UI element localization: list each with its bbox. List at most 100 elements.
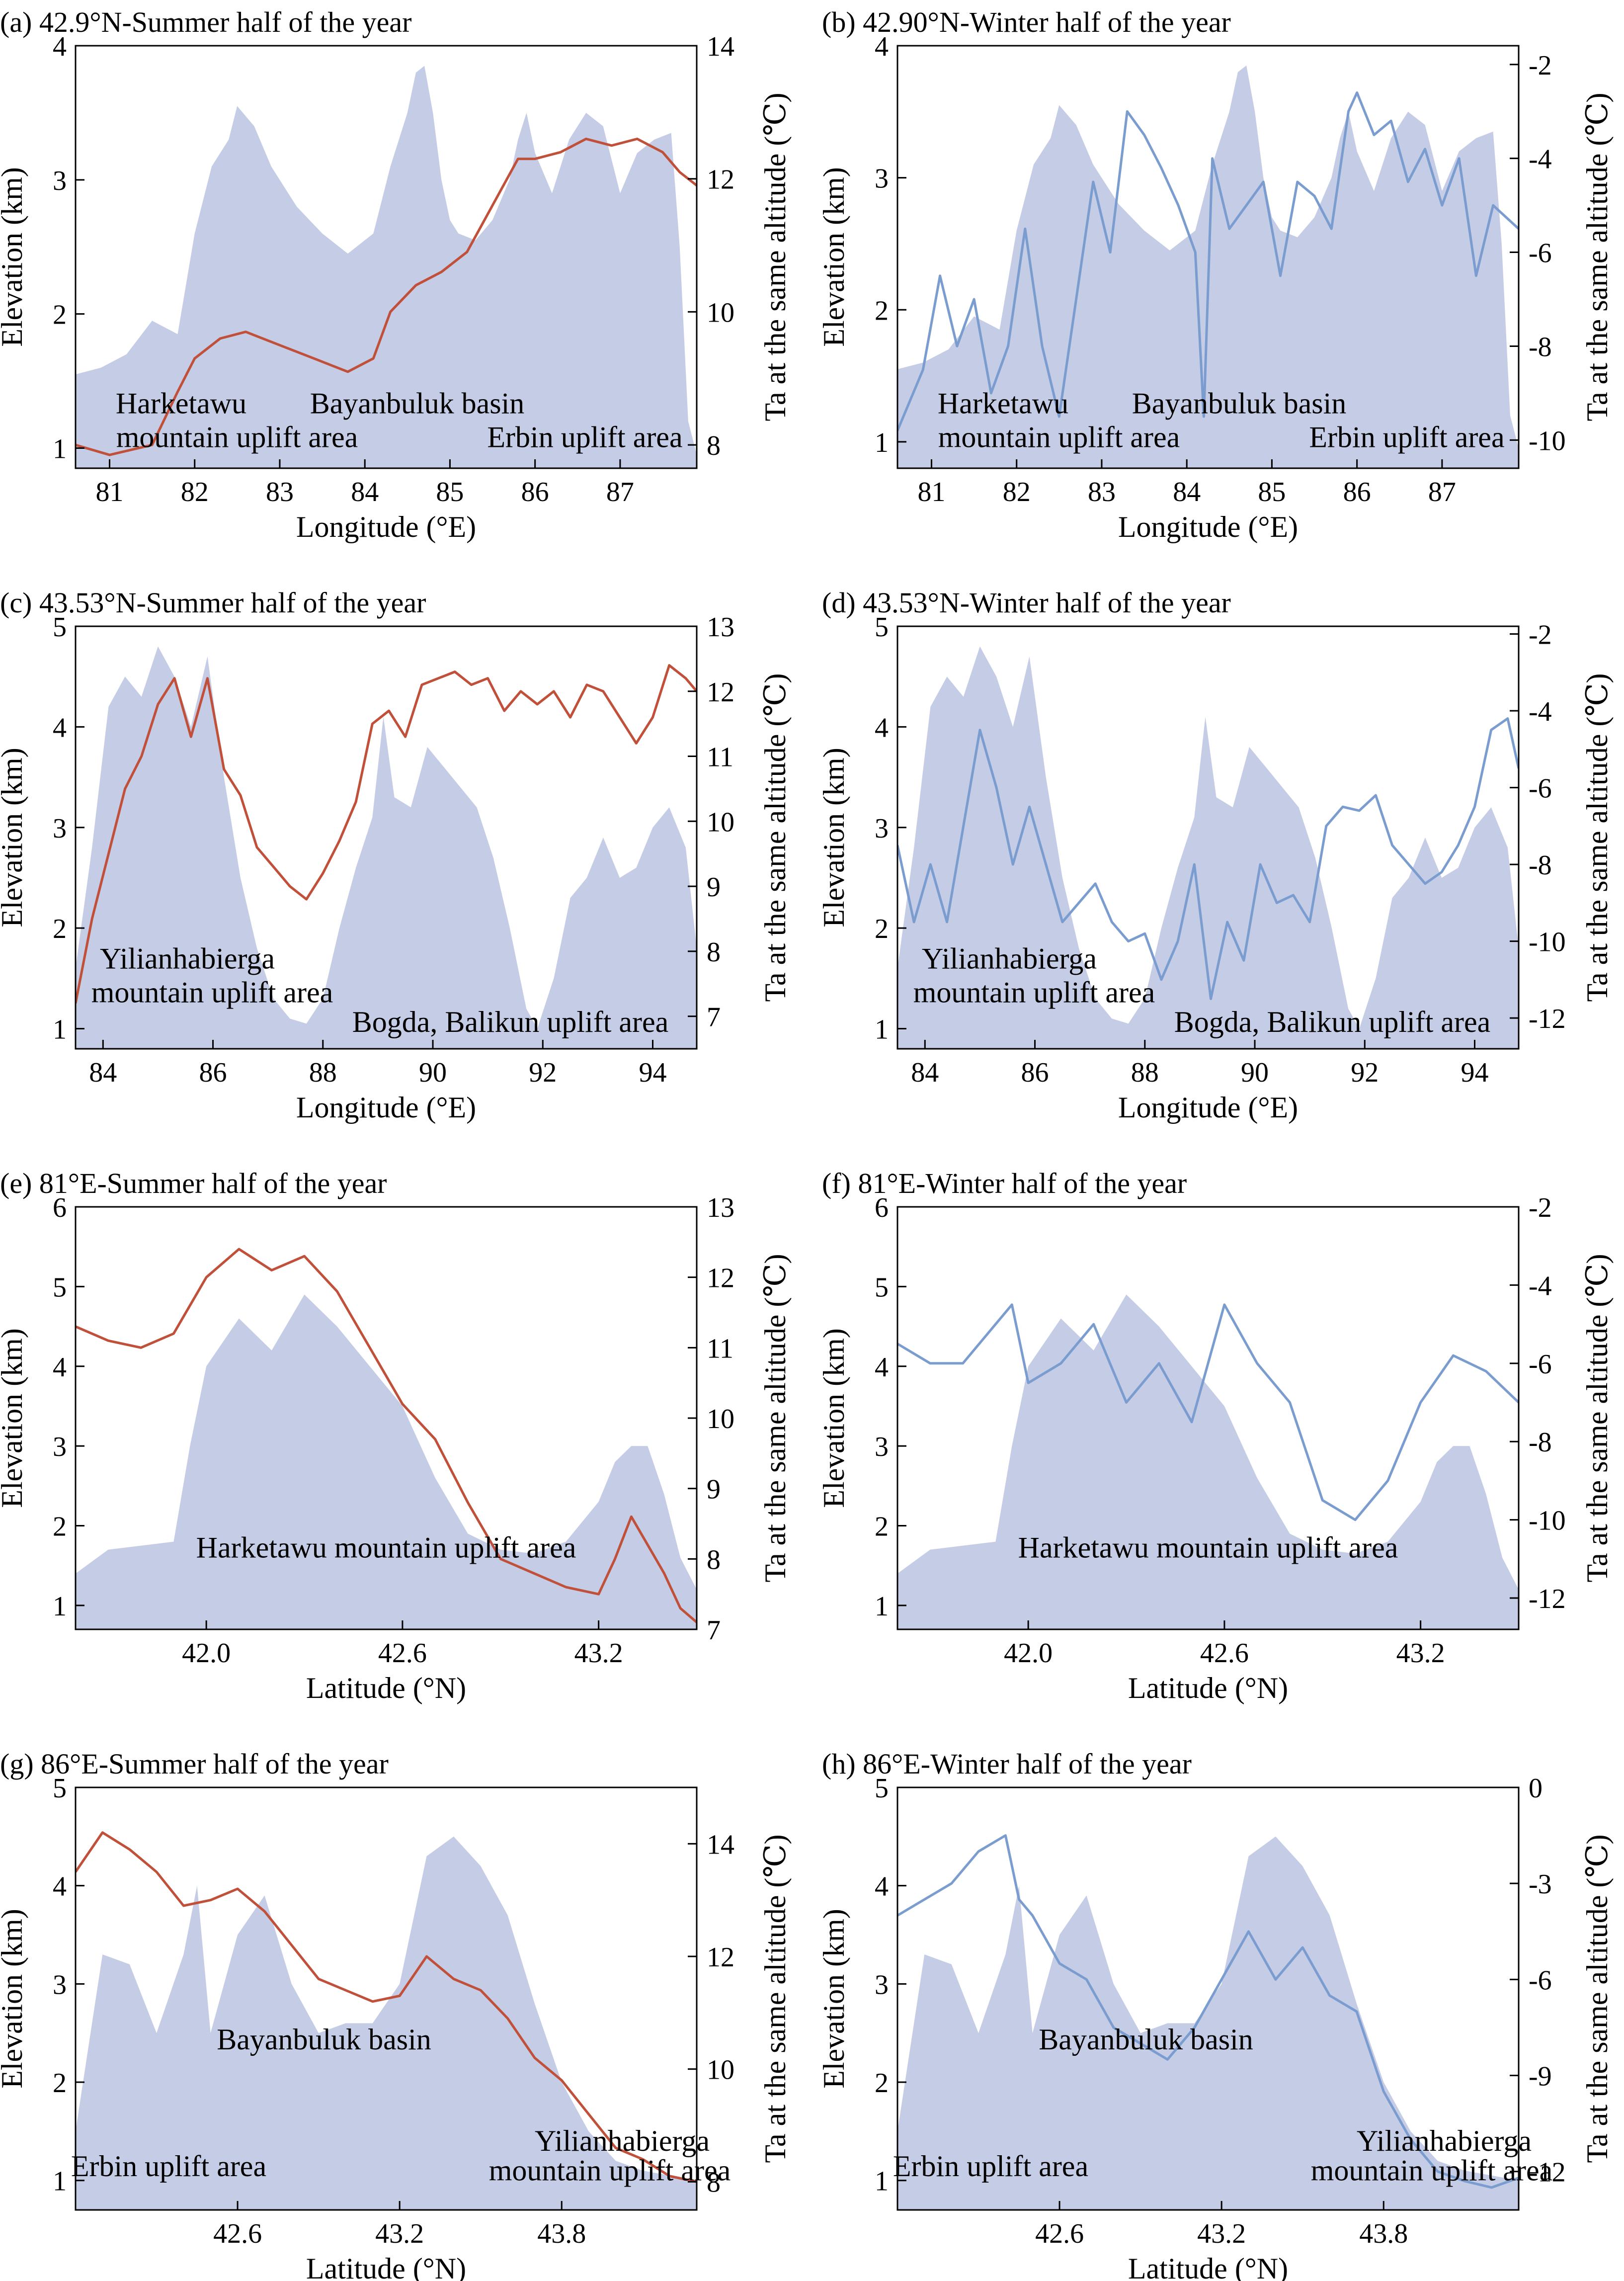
x-tick-label: 42.6 [1035,2218,1084,2249]
x-tick-label: 87 [606,477,634,507]
region-annotation: Erbin uplift area [487,421,682,454]
y2-tick-label: 14 [707,31,734,62]
plot-frame-a [75,45,698,469]
region-annotation: mountain uplift area [91,976,333,1009]
y-axis-label: Elevation (km) [817,1909,850,2089]
x-axis-label: Longitude (°E) [1118,1091,1298,1124]
y-tick-label: 2 [875,1512,889,1542]
y-tick-label: 4 [53,712,67,743]
temperature-line-h [897,1834,1519,2189]
y-tick-label: 5 [53,1272,67,1303]
x-tick-label: 90 [419,1057,447,1088]
x-tick-label: 90 [1241,1057,1269,1088]
y2-tick-label: 12 [707,165,734,195]
x-tick-label: 82 [181,477,209,507]
temperature-line-b [897,91,1519,431]
x-tick-label: 88 [1131,1057,1159,1088]
y2-tick-label: 14 [707,1829,734,1860]
y-axis-label: Elevation (km) [0,167,28,347]
x-tick-label: 43.2 [574,1638,623,1669]
x-tick-label: 86 [521,477,549,507]
temperature-line-a [76,137,697,456]
y-tick-label: 3 [875,164,889,194]
temperature-line-e [76,1248,697,1623]
y2-axis-label: Ta at the same altitude (℃) [1581,674,1614,1002]
region-annotation: Yilianhabierga [922,942,1097,975]
y-axis-label: Elevation (km) [817,1328,850,1508]
region-annotation: Bayanbuluk basin [1132,387,1347,420]
y2-tick-label: 13 [707,1192,734,1223]
y2-tick-label: 7 [707,1002,721,1033]
panel-title: (e) 81°E-Summer half of the year [0,1167,387,1199]
plot-frame-f [896,1206,1520,1630]
y2-tick-label: -6 [1529,238,1552,269]
region-annotation: Bayanbuluk basin [1039,2023,1253,2056]
y2-tick-label: 12 [707,1942,734,1973]
panel-title: (d) 43.53°N-Winter half of the year [822,587,1231,619]
panel-title: (g) 86°E-Summer half of the year [0,1748,389,1780]
y-tick-label: 1 [53,434,67,465]
y2-tick-label: 8 [707,2167,721,2198]
y2-tick-label: -12 [1529,1584,1566,1614]
region-annotation: Harketawu [116,387,246,420]
y2-axis-label: Ta at the same altitude (℃) [759,1254,792,1583]
x-tick-label: 84 [911,1057,939,1088]
x-tick-label: 94 [639,1057,667,1088]
x-tick-label: 81 [95,477,123,507]
y2-tick-label: -8 [1529,332,1552,362]
panel-title: (b) 42.90°N-Winter half of the year [822,6,1231,38]
region-annotation: Erbin uplift area [71,2150,266,2183]
region-annotation: mountain uplift area [1311,2154,1553,2187]
y2-tick-label: 8 [707,1544,721,1575]
region-annotation: Yilianhabierga [1357,2124,1532,2157]
panel-title: (c) 43.53°N-Summer half of the year [0,587,426,619]
y2-tick-label: -6 [1529,1965,1552,1996]
y-tick-label: 2 [875,914,889,944]
y-tick-label: 3 [875,1432,889,1462]
y2-axis-label: Ta at the same altitude (℃) [759,1835,792,2163]
y2-tick-label: -6 [1529,773,1552,804]
y2-axis-label: Ta at the same altitude (℃) [759,674,792,1002]
temperature-line-f [897,1303,1519,1521]
temperature-line-c [76,664,697,1004]
elevation-area-f [897,1294,1519,1629]
x-axis-label: Longitude (°E) [1118,510,1298,543]
y-tick-label: 2 [53,2068,67,2099]
x-axis-label: Latitude (°N) [306,2252,466,2281]
y-tick-label: 4 [53,31,67,62]
x-tick-label: 84 [1173,477,1201,507]
y2-tick-label: -8 [1529,850,1552,881]
plot-frame-g [75,1786,698,2211]
y2-tick-label: 10 [707,2055,734,2086]
panel-title: (h) 86°E-Winter half of the year [822,1748,1192,1780]
y-tick-label: 1 [875,1014,889,1045]
y2-tick-label: -10 [1529,1506,1566,1536]
plot-frame-d [896,625,1520,1050]
x-tick-label: 83 [1088,477,1116,507]
panel-b: 81 82 83 84 85 86 87 1 2 3 4 -10 -8 -6 -4 -2 (b) 42.90°N… [817,6,1614,543]
x-tick-label: 87 [1428,477,1456,507]
y-axis-label: Elevation (km) [817,167,850,347]
y2-tick-label: 11 [707,742,733,773]
y-tick-label: 1 [53,2166,67,2197]
panel-h: 42.6 43.2 43.8 1 2 3 4 5 -12 -9 -6 -3 0 (h) 86°E-Wint… [817,1748,1614,2281]
y-tick-label: 3 [875,813,889,844]
temperature-line-g [76,1831,697,2183]
x-tick-label: 92 [1351,1057,1379,1088]
region-annotation: mountain uplift area [913,976,1155,1009]
y2-tick-label: -4 [1529,144,1552,175]
x-tick-label: 42.6 [1200,1638,1249,1669]
elevation-area-h [897,1836,1519,2210]
x-tick-label: 42.0 [182,1638,231,1669]
y2-tick-label: 10 [707,297,734,328]
x-tick-label: 42.0 [1004,1638,1053,1669]
y-tick-label: 4 [53,1871,67,1902]
y-tick-label: 1 [53,1591,67,1622]
y2-tick-label: -8 [1529,1427,1552,1458]
y2-tick-label: 11 [707,1333,733,1364]
y-tick-label: 4 [875,1352,889,1383]
plot-frame-c [75,625,698,1050]
region-annotation: Bogda, Balikun uplift area [1174,1006,1491,1038]
